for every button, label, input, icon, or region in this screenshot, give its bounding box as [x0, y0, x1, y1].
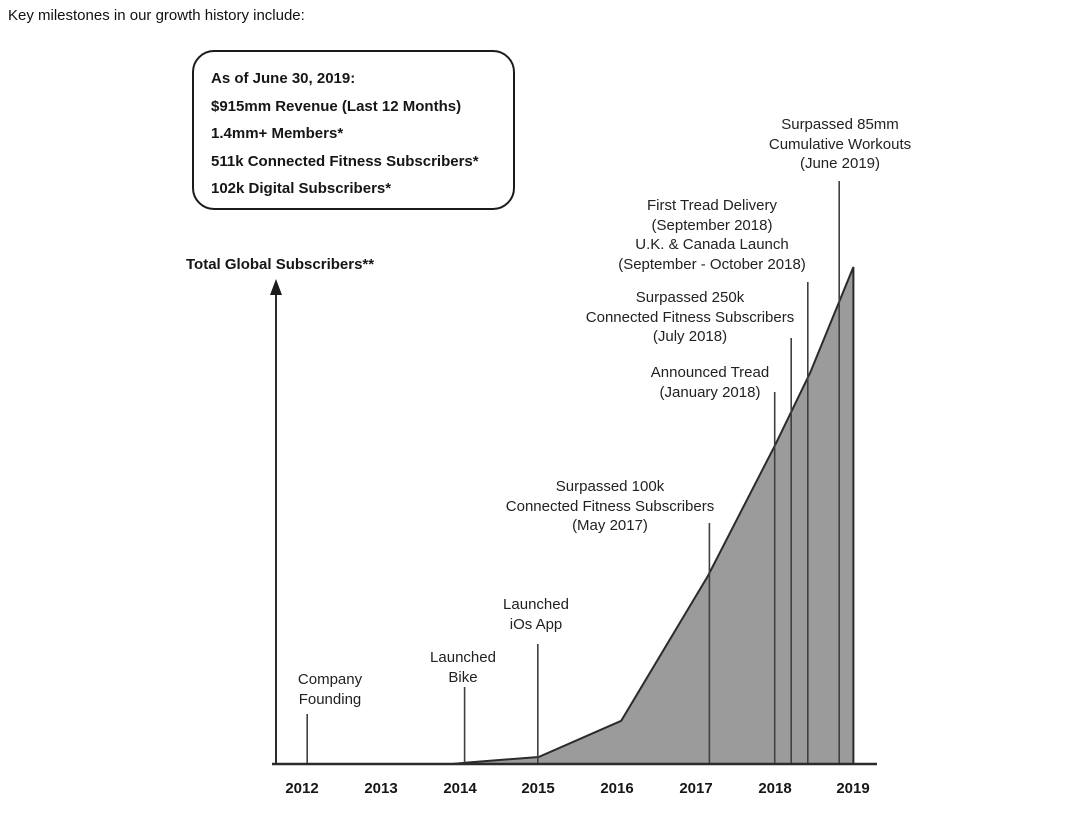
page-title: Key milestones in our growth history inc…: [8, 7, 305, 24]
stats-box: As of June 30, 2019: $915mm Revenue (Las…: [192, 50, 515, 210]
milestone-label-surpassed-250k: Surpassed 250k Connected Fitness Subscri…: [585, 289, 795, 345]
y-axis-label: Total Global Subscribers**: [186, 256, 375, 273]
x-tick-2014: 2014: [443, 780, 477, 797]
x-tick-2015: 2015: [521, 780, 555, 797]
milestone-label-surpassed-85mm: Surpassed 85mm Cumulative Workouts (June…: [768, 116, 912, 172]
x-tick-2017: 2017: [679, 780, 713, 797]
stats-line-digital: 102k Digital Subscribers*: [211, 180, 392, 197]
stats-line-as-of: As of June 30, 2019:: [211, 70, 356, 87]
milestone-label-company-founding: Company Founding: [297, 671, 363, 708]
milestone-label-first-tread-uk-canada: First Tread Delivery (September 2018) U.…: [618, 197, 806, 273]
x-tick-2016: 2016: [600, 780, 634, 797]
area-fill: [452, 267, 854, 764]
milestone-label-surpassed-100k: Surpassed 100k Connected Fitness Subscri…: [505, 478, 715, 534]
milestone-label-launched-bike: Launched Bike: [430, 649, 496, 686]
x-tick-2013: 2013: [364, 780, 398, 797]
x-tick-2012: 2012: [285, 780, 319, 797]
x-tick-2018: 2018: [758, 780, 792, 797]
y-axis-arrowhead-icon: [270, 279, 282, 295]
stats-line-revenue: $915mm Revenue (Last 12 Months): [211, 97, 462, 115]
milestone-callout-lines: [306, 181, 841, 764]
stats-line-members: 1.4mm+ Members*: [211, 125, 344, 142]
milestone-label-launched-ios-app: Launched iOs App: [503, 596, 569, 633]
x-tick-2019: 2019: [836, 780, 870, 797]
stats-line-connected-fitness: 511k Connected Fitness Subscribers*: [211, 152, 479, 170]
milestone-label-announced-tread: Announced Tread (January 2018): [650, 364, 770, 401]
